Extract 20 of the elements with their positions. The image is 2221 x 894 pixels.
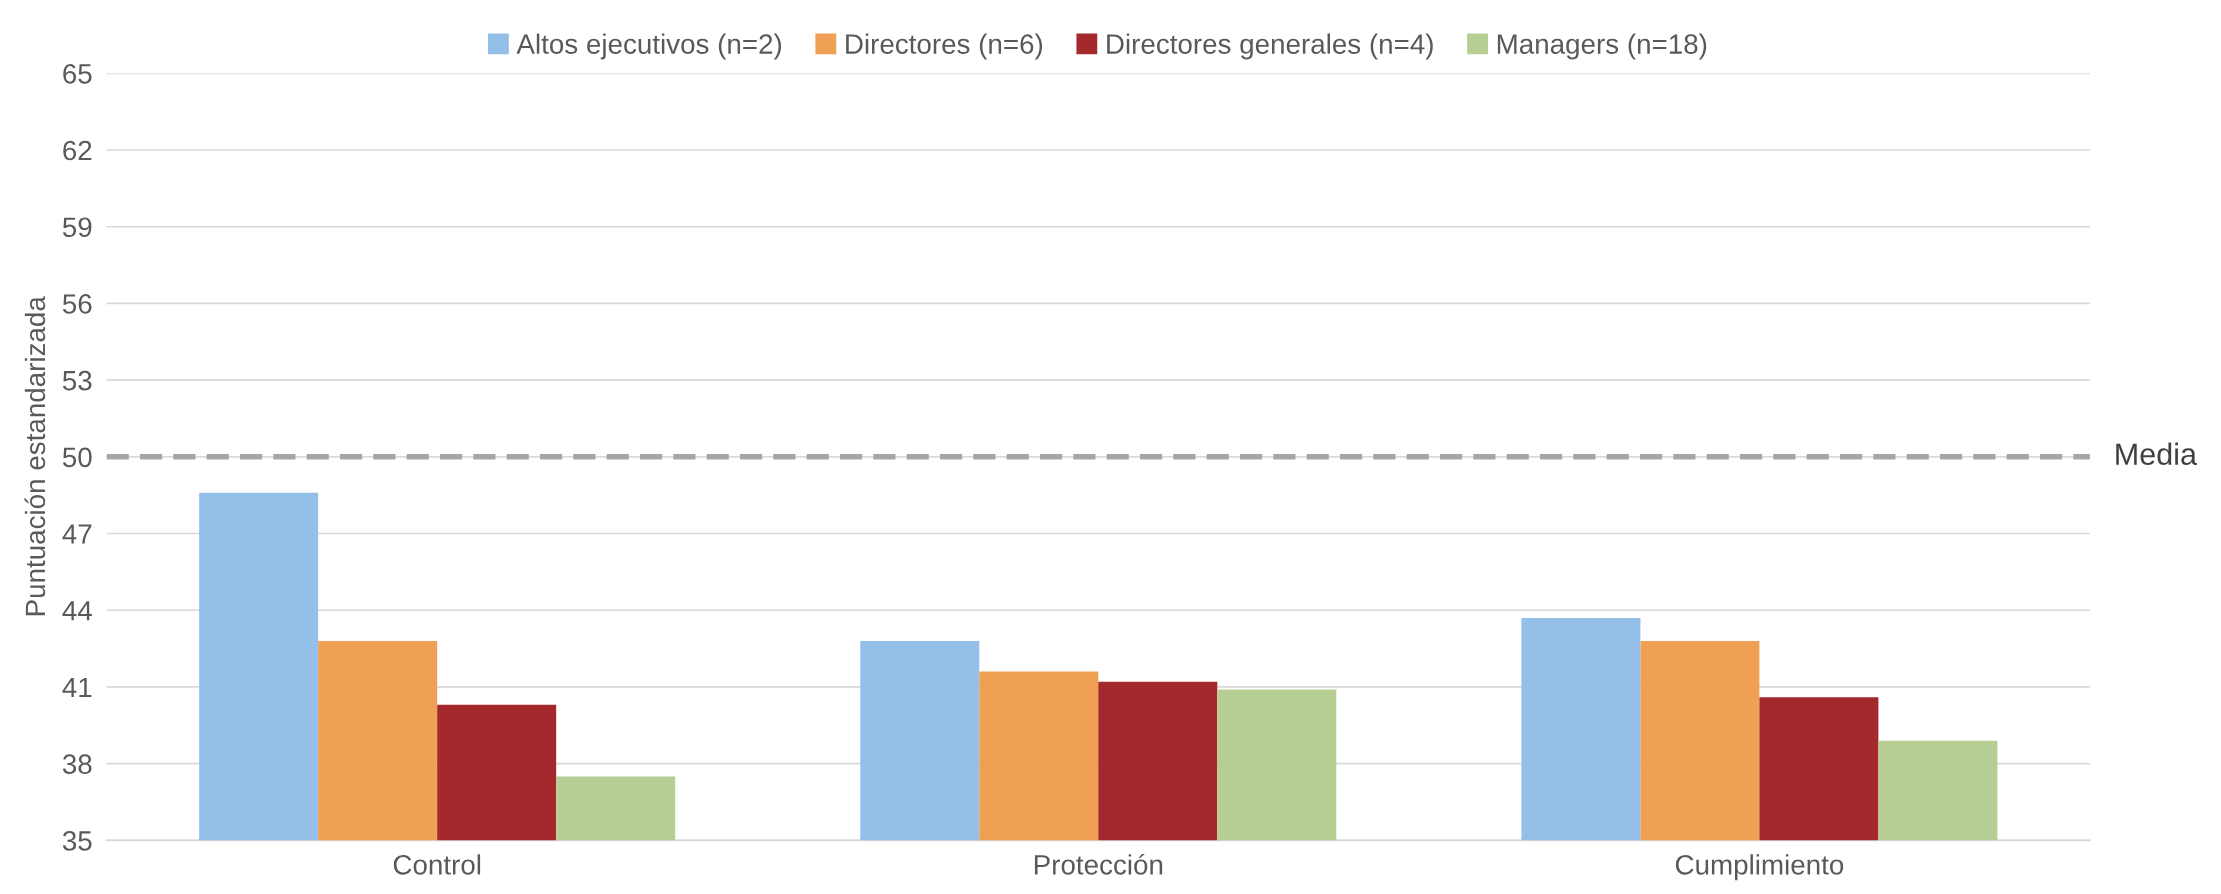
y-tick-label: 47 bbox=[62, 524, 92, 544]
y-tick-label: 41 bbox=[62, 677, 92, 698]
y-tick-label: 62 bbox=[63, 140, 92, 161]
legend-label: Directores generales (n=4) bbox=[1107, 33, 1433, 60]
y-tick-label: 44 bbox=[62, 601, 92, 621]
y-axis-title: Puntuación estandarizada bbox=[24, 296, 46, 616]
x-tick-label: Cumplimiento bbox=[1675, 854, 1844, 881]
legend-label: Altos ejecutivos (n=2) bbox=[516, 33, 782, 60]
y-tick-label: 38 bbox=[62, 754, 92, 774]
y-tick-label: 59 bbox=[62, 217, 92, 238]
legend-label: Directores (n=6) bbox=[846, 33, 1043, 60]
y-tick-label: 65 bbox=[63, 63, 92, 84]
y-tick-label: 50 bbox=[62, 447, 92, 468]
x-tick-label: Protección bbox=[1034, 853, 1163, 875]
y-tick-label: 53 bbox=[62, 370, 92, 391]
ref-line-label: Media bbox=[2116, 442, 2197, 466]
y-tick-label: 35 bbox=[62, 831, 92, 851]
x-tick-label: Control bbox=[393, 854, 481, 875]
y-tick-label: 56 bbox=[62, 294, 92, 314]
legend-label: Managers (n=18) bbox=[1497, 33, 1707, 60]
